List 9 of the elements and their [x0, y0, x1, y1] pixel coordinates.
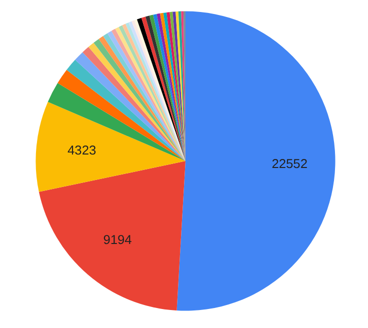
pie-slice — [176, 11, 336, 311]
data-label: 22552 — [272, 156, 308, 172]
data-label: 9194 — [103, 232, 132, 247]
pie-slice — [172, 12, 186, 162]
pie-slice — [36, 102, 186, 192]
pie-slice — [48, 83, 186, 162]
pie-slice — [58, 70, 186, 162]
pie-slice — [170, 12, 186, 162]
data-label: 4323 — [68, 142, 96, 158]
